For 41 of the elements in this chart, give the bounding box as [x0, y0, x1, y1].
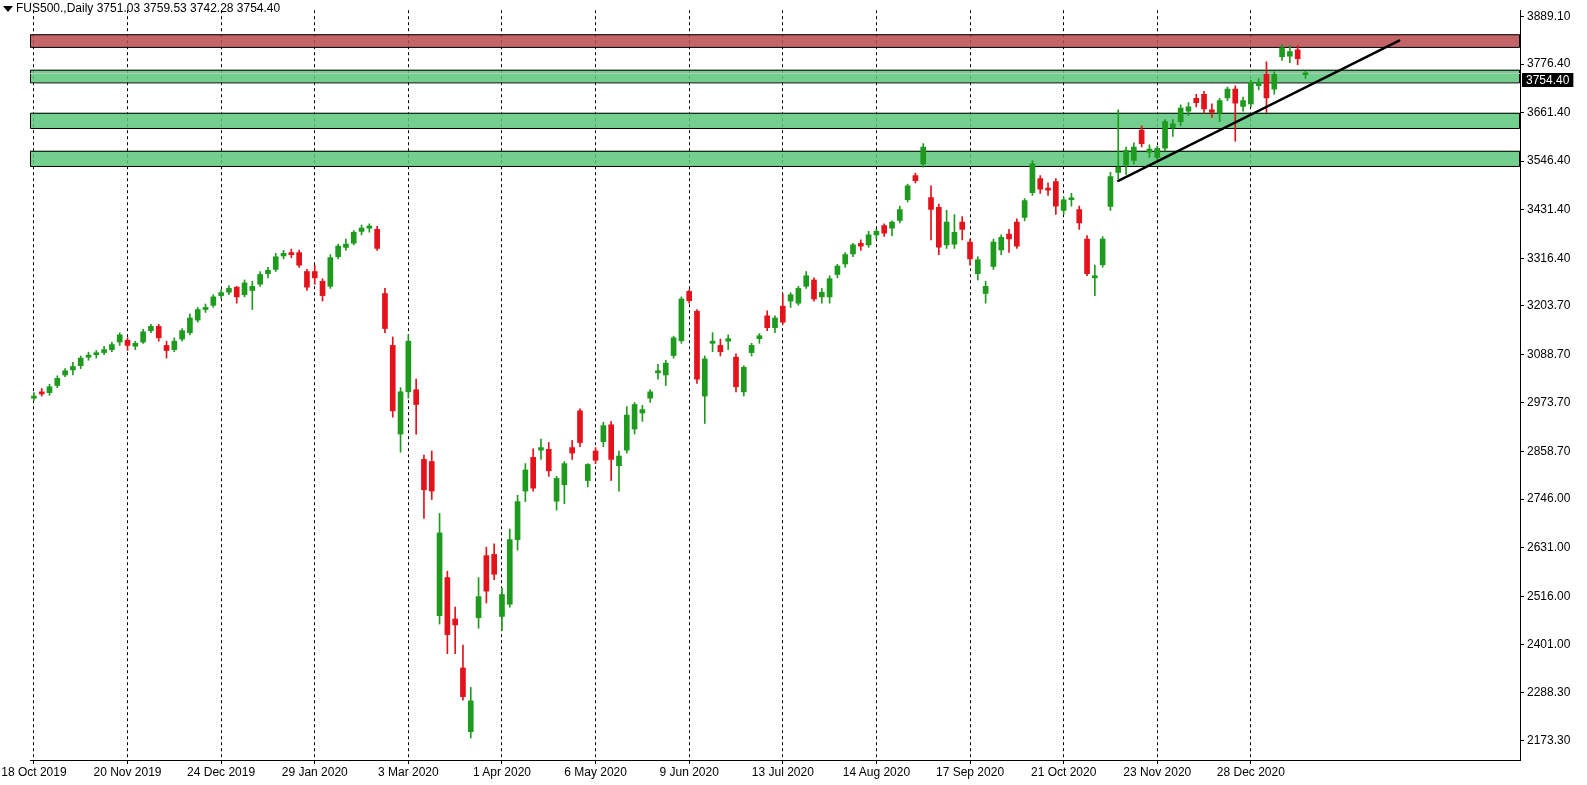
x-tick-label: 28 Dec 2020	[1216, 764, 1286, 779]
candlestick	[1209, 103, 1215, 118]
candlestick	[452, 606, 458, 654]
candlestick	[1170, 119, 1176, 137]
x-tick-label: 9 Jun 2020	[659, 764, 720, 779]
y-tick-label: 3088.70	[1527, 346, 1571, 361]
y-tick-label: 3203.70	[1527, 298, 1571, 313]
candlestick	[928, 185, 934, 241]
x-tick-label: 17 Sep 2020	[935, 764, 1005, 779]
candlestick	[1006, 228, 1012, 253]
y-tick-label: 3889.10	[1527, 8, 1571, 23]
x-tick-label: 14 Aug 2020	[842, 764, 911, 779]
candlestick	[538, 438, 544, 460]
y-tick-label: 2288.30	[1527, 684, 1571, 699]
x-tick-label: 1 Apr 2020	[472, 764, 532, 779]
candlestick	[1115, 109, 1122, 179]
candlestick	[1092, 264, 1098, 296]
y-tick-label: 2746.00	[1527, 491, 1571, 506]
x-tick-label: 13 Jul 2020	[751, 764, 815, 779]
x-tick-label: 3 Mar 2020	[378, 764, 440, 779]
y-tick-label: 3661.40	[1527, 104, 1571, 119]
y-tick-label: 3431.40	[1527, 202, 1571, 217]
x-tick-label: 24 Dec 2019	[187, 764, 256, 779]
x-tick-label: 21 Oct 2020	[1030, 764, 1097, 779]
x-tick-label: 20 Nov 2019	[93, 764, 162, 779]
y-tick-label: 2173.30	[1527, 733, 1571, 748]
y-tick-label: 2858.70	[1527, 443, 1571, 458]
ref-line-label: 3754.40	[1526, 73, 1570, 88]
candlestick	[655, 364, 661, 380]
x-tick-label: 23 Nov 2020	[1123, 764, 1192, 779]
y-tick-label: 3316.40	[1527, 250, 1571, 265]
y-tick-label: 2401.00	[1527, 637, 1571, 652]
x-tick-label: 18 Oct 2019	[1, 764, 67, 779]
x-tick-label: 29 Jan 2020	[281, 764, 349, 779]
y-tick-label: 2631.00	[1527, 539, 1571, 554]
chart-title: FUS500.,Daily 3751.03 3759.53 3742.28 3754.40	[16, 1, 281, 16]
y-tick-label: 2973.70	[1527, 395, 1571, 410]
y-tick-label: 2516.00	[1527, 588, 1571, 603]
x-tick-label: 6 May 2020	[564, 764, 628, 779]
y-tick-label: 3776.40	[1527, 56, 1571, 71]
y-tick-label: 3546.40	[1527, 153, 1571, 168]
